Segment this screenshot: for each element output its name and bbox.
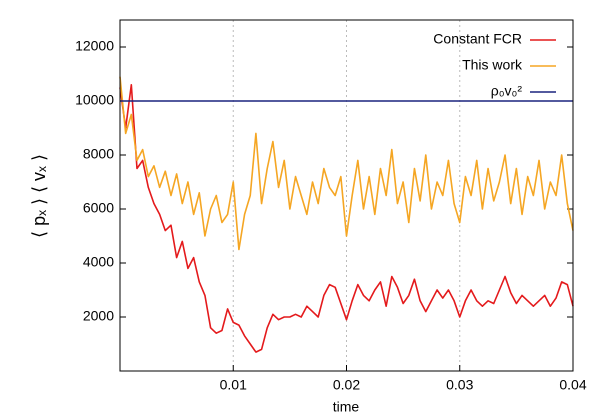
legend-label: Constant FCR: [433, 31, 522, 47]
y-tick-label: 2000: [83, 308, 114, 324]
x-tick-label: 0.03: [446, 377, 473, 393]
plot-frame: [119, 19, 574, 372]
y-tick-label: 6000: [83, 200, 114, 216]
legend-label: ρ₀v₀²: [491, 83, 523, 99]
line-series: [119, 84, 574, 353]
legend-label: This work: [462, 57, 523, 73]
line-series: [119, 76, 574, 251]
y-tick-label: 8000: [83, 146, 114, 162]
y-tick-label: 10000: [75, 92, 114, 108]
x-tick-label: 0.02: [333, 377, 360, 393]
y-tick-label: 4000: [83, 254, 114, 270]
x-tick-label: 0.04: [559, 377, 586, 393]
x-axis-label: time: [333, 399, 360, 415]
y-axis-label: ⟨ pₓ ⟩ ⟨ vₓ ⟩: [29, 154, 49, 238]
y-tick-label: 12000: [75, 38, 114, 54]
x-tick-label: 0.01: [220, 377, 247, 393]
